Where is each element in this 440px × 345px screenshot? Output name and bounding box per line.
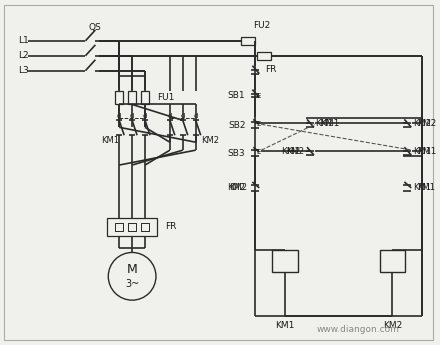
Text: KM2: KM2	[383, 322, 402, 331]
Bar	[257, 52, 271, 60]
Bar	[141, 223, 149, 230]
Text: KM1: KM1	[413, 147, 431, 156]
Text: d: d	[194, 114, 198, 119]
Text: E: E	[257, 93, 260, 99]
Text: L2: L2	[18, 51, 29, 60]
Text: KM1: KM1	[315, 119, 333, 128]
Text: FU1: FU1	[157, 93, 174, 102]
Text: KM2: KM2	[227, 184, 246, 193]
Text: d: d	[117, 114, 121, 119]
Text: KM1: KM1	[413, 184, 431, 193]
Bar	[115, 223, 123, 230]
Text: E: E	[257, 121, 260, 127]
Text: SB2: SB2	[228, 121, 246, 130]
Text: d: d	[130, 114, 134, 119]
Text: KM2: KM2	[413, 119, 431, 128]
Text: KM1: KM1	[101, 136, 119, 145]
Text: L3: L3	[18, 66, 29, 75]
Text: KM2: KM2	[417, 119, 436, 128]
Bar	[128, 90, 136, 105]
Bar	[128, 223, 136, 230]
Text: L1: L1	[18, 36, 29, 45]
Text: FR: FR	[265, 65, 277, 74]
Text: www.diangon.com: www.diangon.com	[316, 325, 399, 334]
Text: KM1: KM1	[320, 119, 339, 128]
Bar	[380, 250, 405, 272]
Bar	[141, 223, 149, 230]
Text: FR: FR	[165, 222, 176, 231]
Text: M: M	[127, 263, 138, 276]
Text: KM2: KM2	[201, 136, 219, 145]
Text: 3~: 3~	[125, 279, 139, 289]
Text: KM1: KM1	[275, 322, 295, 331]
Text: SB1: SB1	[228, 91, 246, 100]
Text: d: d	[168, 114, 172, 119]
Bar	[107, 218, 157, 236]
Text: FU2: FU2	[253, 21, 271, 30]
Text: KM2: KM2	[229, 184, 247, 193]
Text: SB3: SB3	[228, 149, 246, 158]
Text: d: d	[143, 114, 147, 119]
Bar	[128, 223, 136, 230]
Text: KM1: KM1	[417, 147, 436, 156]
Bar	[141, 90, 149, 105]
Text: QS: QS	[88, 23, 101, 32]
Bar	[115, 223, 123, 230]
Bar	[115, 90, 123, 105]
Text: E: E	[257, 149, 260, 155]
Text: d: d	[180, 114, 185, 119]
Text: KM1: KM1	[417, 184, 435, 193]
Text: KM2: KM2	[281, 147, 300, 156]
Bar	[242, 37, 255, 45]
Bar	[272, 250, 298, 272]
Text: KM2: KM2	[286, 147, 304, 156]
